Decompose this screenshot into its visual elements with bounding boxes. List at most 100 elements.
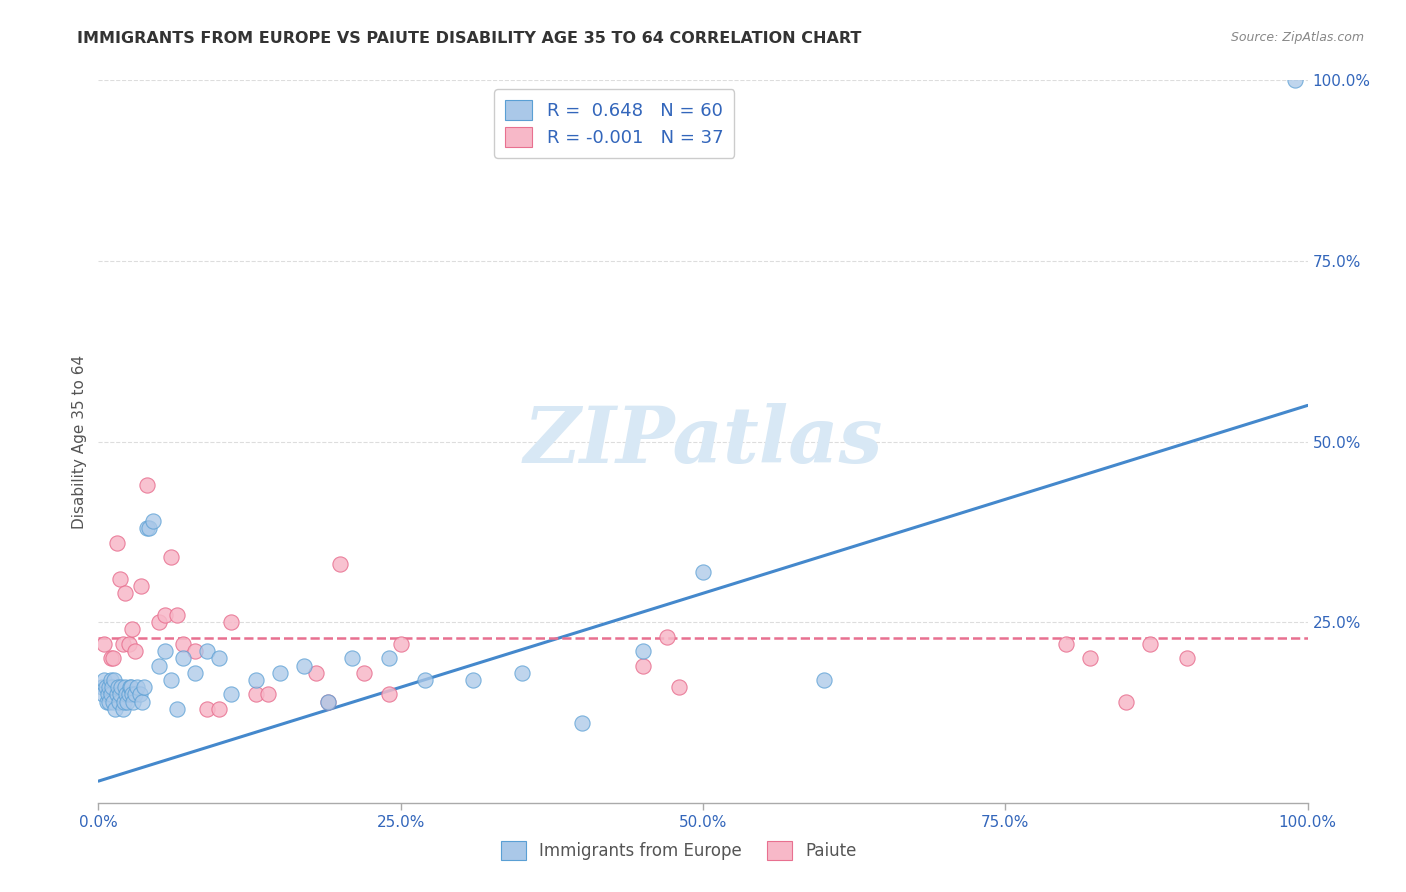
- Point: [96, 695, 118, 709]
- Point: [101, 695, 124, 709]
- Point: [134, 680, 156, 694]
- Point: [103, 673, 125, 687]
- Point: [100, 680, 122, 694]
- Point: [114, 680, 136, 694]
- Point: [118, 687, 141, 701]
- Point: [269, 665, 291, 680]
- Point: [1078, 651, 1101, 665]
- Point: [108, 695, 131, 709]
- Point: [245, 687, 267, 701]
- Point: [245, 673, 267, 687]
- Point: [316, 695, 339, 709]
- Point: [208, 651, 231, 665]
- Point: [108, 687, 131, 701]
- Point: [166, 607, 188, 622]
- Point: [292, 658, 315, 673]
- Point: [91, 687, 114, 701]
- Point: [117, 695, 139, 709]
- Point: [172, 651, 194, 665]
- Point: [124, 687, 146, 701]
- Point: [104, 702, 127, 716]
- Point: [111, 702, 134, 716]
- Point: [100, 687, 122, 701]
- Text: ZIPatlas: ZIPatlas: [523, 403, 883, 480]
- Point: [93, 673, 115, 687]
- Point: [135, 521, 157, 535]
- Point: [112, 695, 135, 709]
- Point: [110, 680, 132, 694]
- Point: [208, 702, 231, 716]
- Point: [195, 702, 218, 716]
- Point: [413, 673, 436, 687]
- Point: [221, 615, 243, 630]
- Point: [127, 680, 149, 694]
- Point: [131, 695, 153, 709]
- Point: [342, 651, 364, 665]
- Point: [129, 579, 152, 593]
- Point: [510, 665, 533, 680]
- Point: [115, 687, 138, 701]
- Point: [142, 514, 165, 528]
- Point: [571, 716, 593, 731]
- Point: [114, 586, 136, 600]
- Point: [1115, 695, 1137, 709]
- Point: [305, 665, 328, 680]
- Point: [105, 535, 128, 549]
- Point: [124, 644, 146, 658]
- Point: [184, 644, 207, 658]
- Point: [184, 665, 207, 680]
- Text: IMMIGRANTS FROM EUROPE VS PAIUTE DISABILITY AGE 35 TO 64 CORRELATION CHART: IMMIGRANTS FROM EUROPE VS PAIUTE DISABIL…: [77, 31, 862, 46]
- Point: [631, 658, 654, 673]
- Point: [100, 673, 122, 687]
- Point: [1175, 651, 1198, 665]
- Point: [148, 615, 170, 630]
- Point: [94, 680, 117, 694]
- Point: [166, 702, 188, 716]
- Point: [93, 637, 115, 651]
- Point: [105, 687, 128, 701]
- Point: [122, 695, 145, 709]
- Point: [377, 651, 399, 665]
- Point: [160, 673, 183, 687]
- Point: [135, 478, 157, 492]
- Point: [121, 623, 143, 637]
- Point: [813, 673, 835, 687]
- Point: [631, 644, 654, 658]
- Point: [153, 644, 176, 658]
- Point: [353, 665, 375, 680]
- Point: [128, 687, 150, 701]
- Legend: Immigrants from Europe, Paiute: Immigrants from Europe, Paiute: [495, 835, 863, 867]
- Point: [463, 673, 485, 687]
- Point: [160, 550, 183, 565]
- Point: [121, 687, 143, 701]
- Point: [98, 695, 121, 709]
- Point: [692, 565, 714, 579]
- Point: [329, 558, 352, 572]
- Point: [138, 521, 160, 535]
- Point: [108, 572, 131, 586]
- Point: [1054, 637, 1077, 651]
- Point: [668, 680, 690, 694]
- Point: [1139, 637, 1161, 651]
- Point: [107, 680, 129, 694]
- Point: [118, 680, 141, 694]
- Point: [98, 680, 121, 694]
- Point: [195, 644, 218, 658]
- Point: [1284, 73, 1306, 87]
- Point: [100, 651, 122, 665]
- Point: [153, 607, 176, 622]
- Text: Source: ZipAtlas.com: Source: ZipAtlas.com: [1230, 31, 1364, 45]
- Point: [256, 687, 278, 701]
- Point: [655, 630, 678, 644]
- Point: [97, 687, 120, 701]
- Point: [316, 695, 339, 709]
- Point: [172, 637, 194, 651]
- Point: [377, 687, 399, 701]
- Point: [221, 687, 243, 701]
- Point: [91, 680, 114, 694]
- Point: [118, 637, 141, 651]
- Point: [101, 651, 124, 665]
- Point: [120, 680, 142, 694]
- Point: [111, 637, 134, 651]
- Point: [389, 637, 412, 651]
